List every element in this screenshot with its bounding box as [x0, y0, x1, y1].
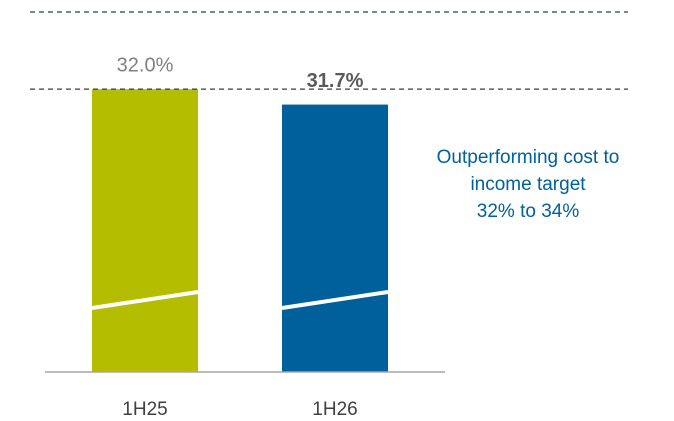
value-label: 32.0% — [117, 54, 174, 76]
x-tick-label: 1H25 — [122, 399, 167, 420]
annotation: 32% to 34% — [477, 201, 580, 222]
annotation: Outperforming cost to — [437, 147, 620, 168]
bar — [92, 89, 198, 373]
value-label: 31.7% — [307, 70, 364, 92]
annotation: income target — [470, 174, 586, 195]
x-tick-label: 1H26 — [312, 399, 357, 420]
axis-break — [281, 290, 389, 310]
bar — [282, 104, 388, 373]
axis-break — [91, 290, 199, 310]
